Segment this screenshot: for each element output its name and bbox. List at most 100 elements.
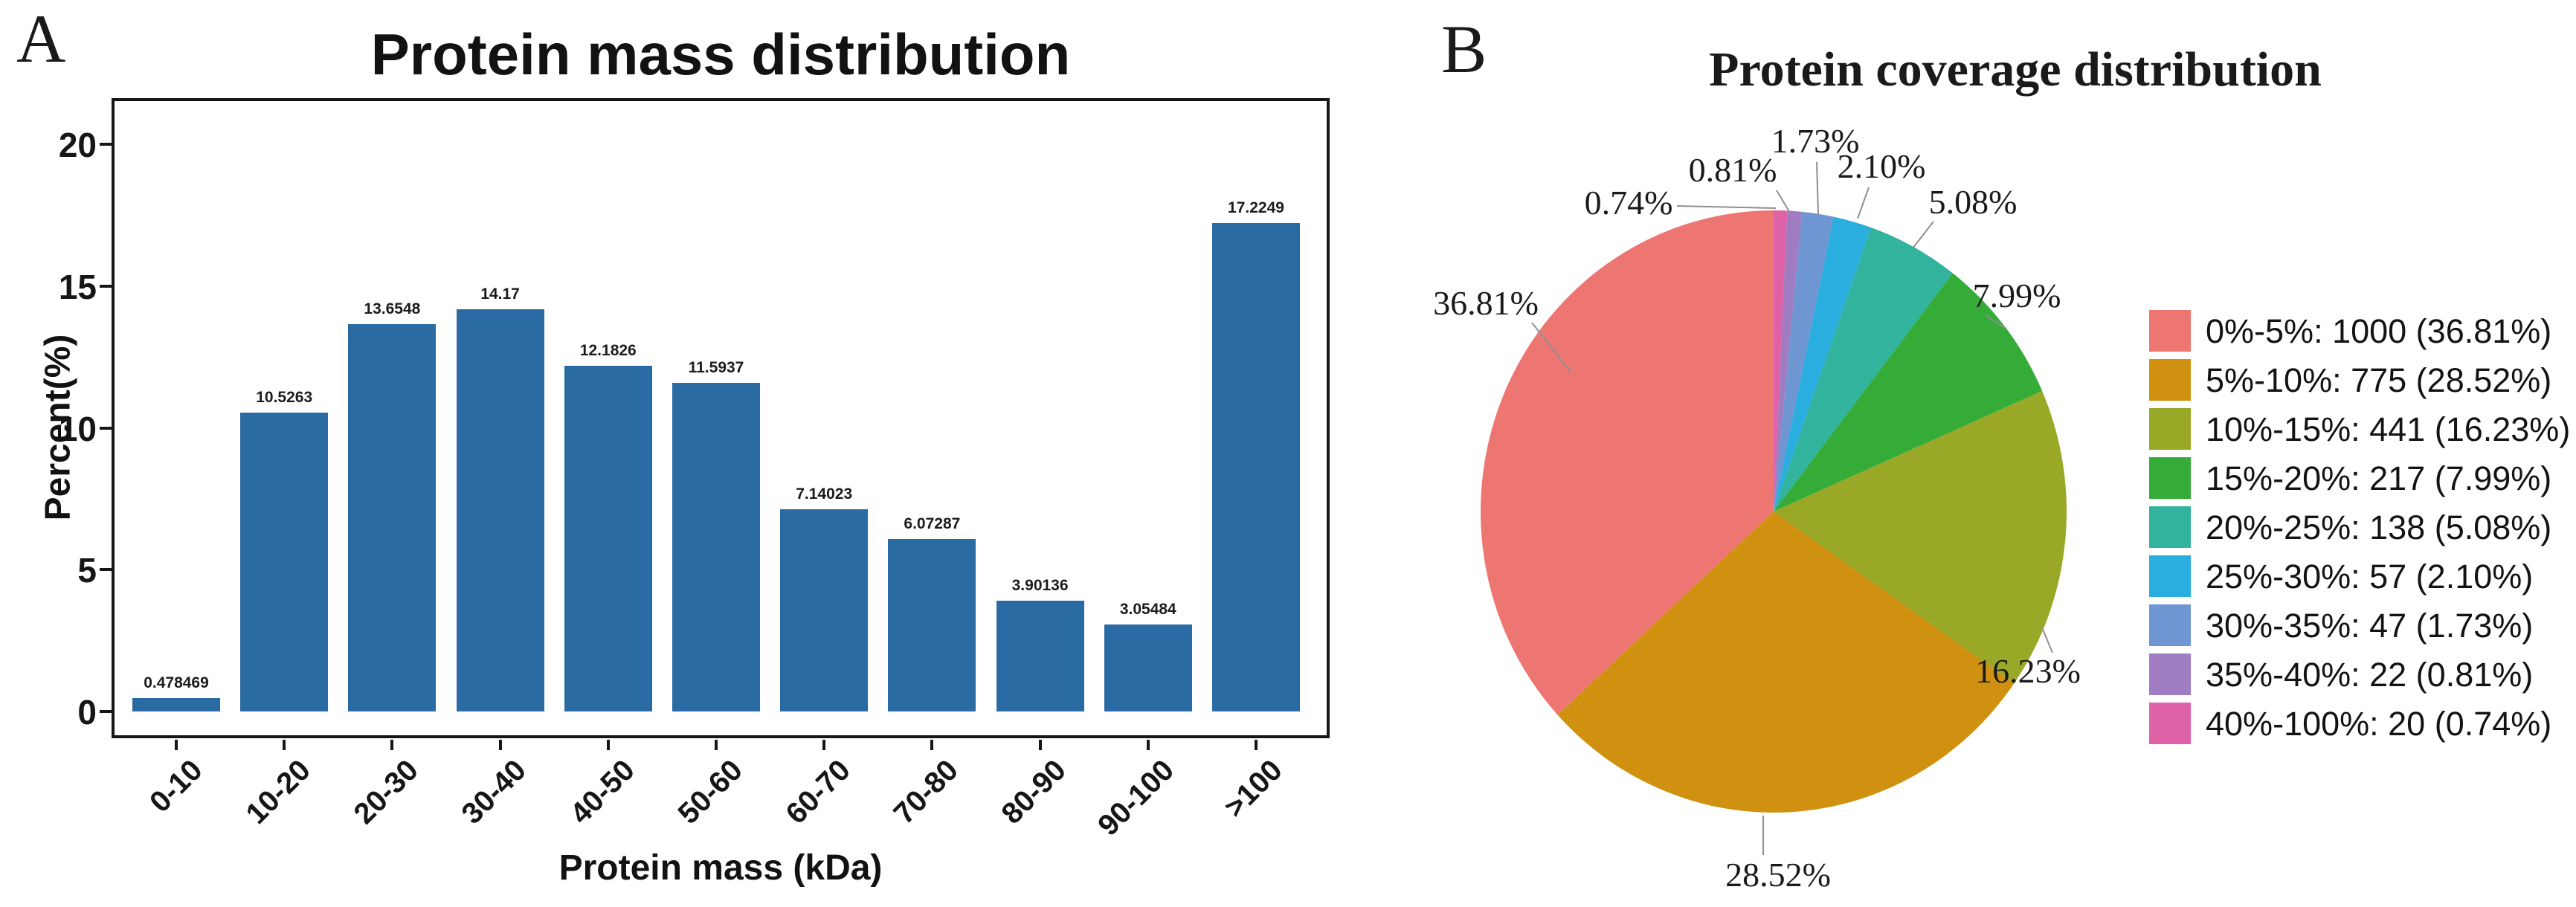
legend-swatch [2149, 408, 2191, 450]
bar [348, 324, 437, 711]
bar-chart-title: Protein mass distribution [370, 22, 1071, 87]
legend-label: 5%-10%: 775 (28.52%) [2206, 361, 2552, 399]
legend-label: 25%-30%: 57 (2.10%) [2206, 557, 2534, 595]
legend-row: 25%-30%: 57 (2.10%) [2149, 555, 2570, 597]
y-tick-label: 10 [58, 409, 97, 448]
pie-slice [1774, 210, 1803, 511]
pie-chart-title: Protein coverage distribution [1709, 42, 2322, 97]
bar-value-label: 6.07287 [904, 515, 961, 533]
pie-percent-label: 28.52% [1725, 856, 1831, 894]
pie-percent-label: 2.10% [1837, 147, 1926, 185]
legend-swatch [2149, 506, 2191, 548]
bar-value-label: 13.6548 [364, 300, 421, 318]
bar [996, 601, 1084, 711]
legend-label: 40%-100%: 20 (0.74%) [2206, 704, 2552, 743]
legend-row: 30%-35%: 47 (1.73%) [2149, 604, 2570, 646]
pie-label-leader-line [1776, 190, 1791, 215]
bar-value-label: 12.1826 [579, 342, 637, 360]
x-tick-mark [715, 740, 718, 750]
bar [564, 366, 652, 711]
y-tick-label: 20 [58, 126, 97, 164]
pie-label-leader-line [2041, 627, 2053, 653]
legend-label: 0%-5%: 1000 (36.81%) [2206, 312, 2552, 350]
legend-label: 30%-35%: 47 (1.73%) [2206, 606, 2534, 645]
bar-value-label: 0.478469 [144, 674, 209, 691]
legend-swatch [2149, 359, 2191, 401]
bar [1104, 624, 1192, 711]
pie-percent-label: 7.99% [1972, 277, 2061, 314]
y-tick-mark [100, 143, 112, 146]
bar [780, 509, 869, 711]
x-tick-mark [283, 740, 286, 750]
bar-value-label: 7.14023 [796, 485, 853, 503]
panel-a-letter: A [16, 1, 66, 77]
legend-row: 0%-5%: 1000 (36.81%) [2149, 310, 2570, 352]
y-tick-mark [100, 426, 112, 430]
bar [132, 697, 220, 711]
pie-label-leader-line [1816, 161, 1819, 216]
legend-row: 10%-15%: 441 (16.23%) [2149, 408, 2570, 450]
bar [240, 413, 329, 711]
bar [1212, 222, 1300, 711]
legend-label: 35%-40%: 22 (0.81%) [2206, 655, 2534, 694]
pie-percent-label: 0.81% [1688, 151, 1777, 189]
y-tick-mark [100, 284, 112, 288]
pie-label-leader-line [1531, 322, 1571, 372]
legend-row: 35%-40%: 22 (0.81%) [2149, 653, 2570, 695]
legend-label: 20%-25%: 138 (5.08%) [2206, 508, 2552, 546]
bar-value-label: 17.2249 [1228, 198, 1284, 216]
y-tick-label: 0 [77, 693, 97, 732]
x-tick-mark [606, 740, 610, 750]
y-tick-mark [100, 568, 112, 572]
legend-row: 15%-20%: 217 (7.99%) [2149, 457, 2570, 499]
x-tick-mark [498, 740, 502, 750]
pie-slice [1774, 216, 1871, 511]
pie-slice [1774, 227, 1953, 511]
pie-percent-label: 5.08% [1928, 183, 2018, 221]
x-tick-mark [1255, 740, 1258, 750]
pie-slice [1774, 211, 1834, 511]
pie-label-leader-line [1857, 187, 1870, 219]
pie-label-leader-line [1676, 205, 1777, 209]
legend-swatch [2149, 555, 2191, 597]
bar-value-label: 11.5937 [688, 358, 744, 376]
bar-value-label: 14.17 [480, 285, 520, 303]
bar-x-axis-title: Protein mass (kDa) [558, 848, 883, 888]
bar-value-label: 10.5263 [256, 389, 313, 407]
legend-swatch [2149, 653, 2191, 695]
legend-row: 40%-100%: 20 (0.74%) [2149, 703, 2570, 744]
pie-slice [1557, 511, 2015, 813]
x-tick-mark [1146, 740, 1150, 750]
legend-row: 20%-25%: 138 (5.08%) [2149, 506, 2570, 548]
pie-label-leader-line [1985, 314, 2007, 329]
x-tick-mark [822, 740, 826, 750]
y-tick-label: 5 [77, 551, 97, 590]
pie-percent-label: 0.74% [1584, 184, 1673, 222]
x-tick-mark [175, 740, 178, 750]
x-tick-mark [390, 740, 394, 750]
pie-percent-label: 36.81% [1433, 284, 1539, 322]
bar-value-label: 3.05484 [1119, 601, 1176, 619]
legend-row: 5%-10%: 775 (28.52%) [2149, 359, 2570, 401]
legend-swatch [2149, 310, 2191, 352]
legend-swatch [2149, 703, 2191, 744]
y-tick-label: 15 [58, 267, 97, 306]
panel-b-letter: B [1441, 11, 1487, 87]
pie-slice [1774, 273, 2043, 511]
legend-swatch [2149, 604, 2191, 646]
pie-percent-label: 1.73% [1771, 122, 1860, 160]
pie-label-leader-line [1912, 221, 1934, 249]
pie-slice [1774, 210, 1788, 511]
pie-slice [1774, 390, 2067, 684]
bar [672, 382, 760, 711]
pie-legend: 0%-5%: 1000 (36.81%) 5%-10%: 775 (28.52%)… [2149, 310, 2570, 752]
bar-value-label: 3.90136 [1011, 577, 1069, 595]
pie-slice [1480, 210, 1774, 715]
legend-label: 10%-15%: 441 (16.23%) [2206, 410, 2571, 448]
legend-label: 15%-20%: 217 (7.99%) [2206, 459, 2552, 497]
y-tick-mark [100, 710, 112, 713]
pie-percent-label: 16.23% [1975, 652, 2081, 690]
bar [456, 309, 544, 711]
